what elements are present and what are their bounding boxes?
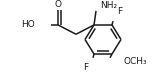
Text: F: F: [83, 63, 89, 72]
Text: NH₂: NH₂: [100, 1, 117, 10]
Text: HO: HO: [21, 20, 35, 29]
Text: O: O: [55, 0, 61, 9]
Text: OCH₃: OCH₃: [123, 57, 147, 66]
Text: F: F: [118, 7, 123, 16]
